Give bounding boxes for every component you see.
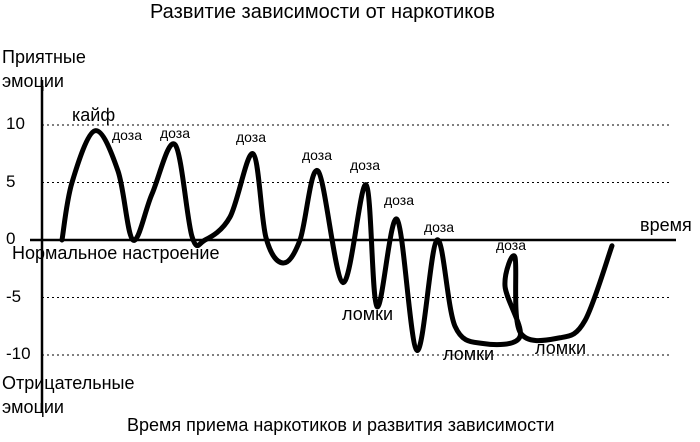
annotation-label: кайф — [72, 105, 116, 125]
baseline-label: Нормальное настроение — [12, 243, 220, 263]
y-axis-top-label-line2: эмоции — [2, 71, 64, 91]
y-tick-label: -5 — [6, 287, 22, 306]
chart-title: Развитие зависимости от наркотиков — [150, 1, 495, 23]
annotation-label: доза — [350, 157, 381, 173]
annotation-label: ломки — [443, 344, 495, 364]
x-axis-label: Время приема наркотиков и развития завис… — [127, 415, 555, 435]
y-tick-label: 10 — [6, 114, 25, 133]
y-tick-label: 0 — [6, 229, 16, 248]
y-axis-bottom-label-line1: Отрицательные — [2, 373, 135, 393]
y-axis-top-label-line1: Приятные — [2, 47, 86, 67]
annotation-label: доза — [160, 125, 191, 141]
annotation-label: доза — [424, 219, 455, 235]
annotation-label: доза — [302, 147, 333, 163]
time-axis-label: время — [640, 215, 692, 235]
y-tick-label: -10 — [6, 344, 31, 363]
annotation-label: доза — [496, 237, 527, 253]
annotation-label: доза — [236, 129, 267, 145]
annotation-label: ломки — [342, 304, 394, 324]
annotation-label: доза — [112, 127, 143, 143]
annotation-label: доза — [384, 192, 415, 208]
mood-curve — [59, 128, 615, 353]
y-tick-label: 5 — [6, 172, 16, 191]
y-axis-bottom-label-line2: эмоции — [2, 397, 64, 417]
annotation-label: ломки — [535, 338, 587, 358]
